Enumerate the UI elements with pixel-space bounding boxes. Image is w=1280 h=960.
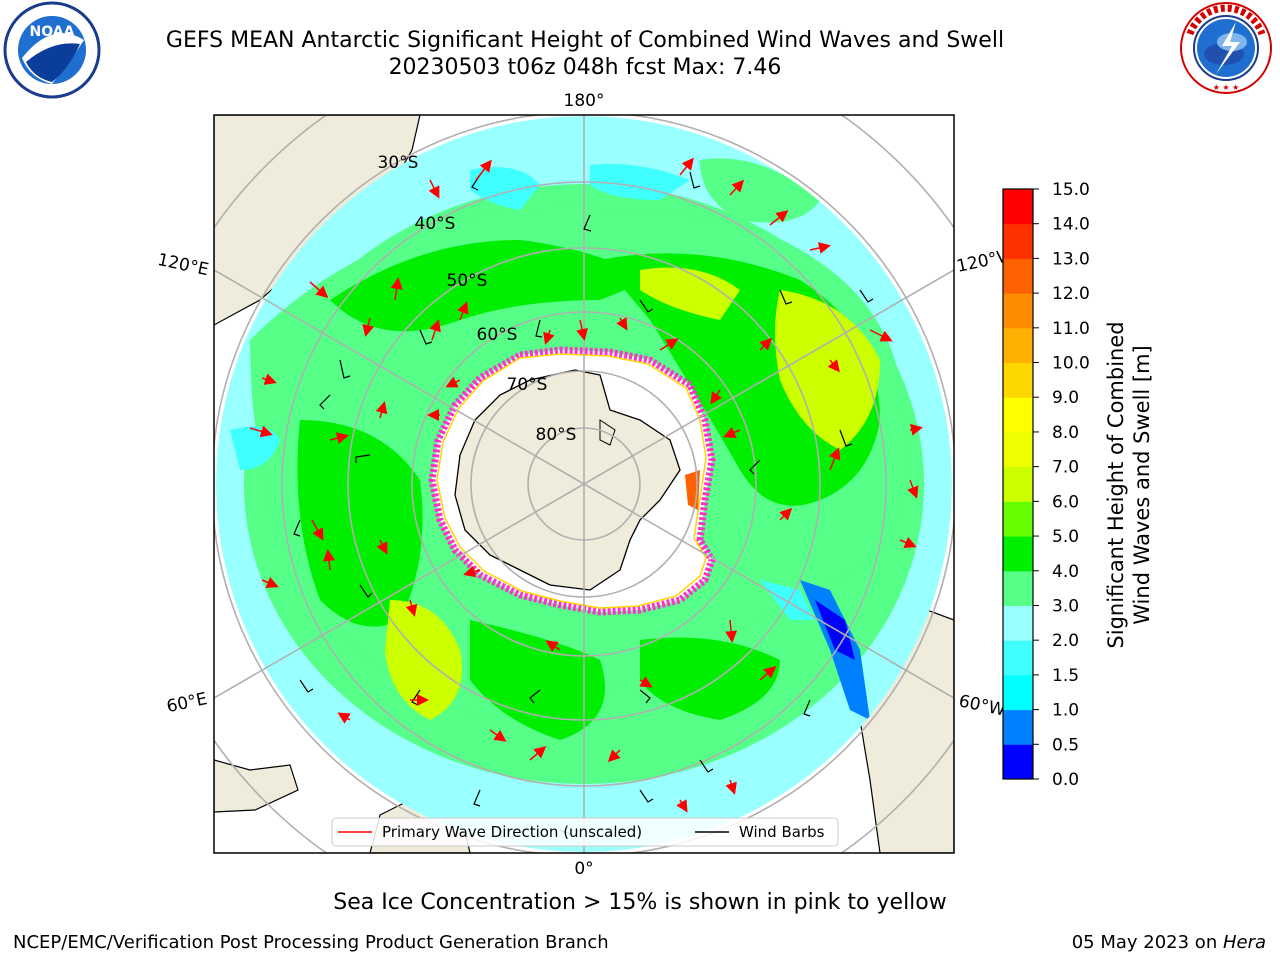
chart-title: GEFS MEAN Antarctic Significant Height o… xyxy=(165,28,1005,53)
colorbar-title-line1: Significant Height of Combined xyxy=(1104,321,1128,648)
lat-label-30s: 30°S xyxy=(378,153,419,173)
noaa-logo-text: NOAA xyxy=(30,24,75,40)
lat-label-80s: 80°S xyxy=(536,425,577,445)
colorbar-segment xyxy=(1003,431,1033,468)
colorbar-segment xyxy=(1003,293,1033,329)
colorbar: 0.0 0.5 1.0 1.5 2.0 3.0 4.0 5.0 6.0 7.0 8.0 9.0 10.0… xyxy=(1002,180,1090,790)
colorbar-segment xyxy=(1003,327,1033,364)
lon-label-180: 180° xyxy=(564,91,605,111)
colorbar-tick-label: 10.0 xyxy=(1052,354,1090,374)
colorbar-tick-label: 0.0 xyxy=(1052,770,1079,790)
colorbar-tick-label: 13.0 xyxy=(1052,249,1090,269)
colorbar-tick-label: 1.0 xyxy=(1052,701,1079,721)
sea-ice-note: Sea Ice Concentration > 15% is shown in … xyxy=(333,890,947,915)
footer-date-text: 05 May 2023 on xyxy=(1071,932,1223,953)
colorbar-segment xyxy=(1003,362,1033,398)
colorbar-tick-label: 2.0 xyxy=(1052,631,1079,651)
lon-label-120e: 120°E xyxy=(156,250,211,280)
colorbar-segment xyxy=(1003,536,1033,572)
colorbar-tick-label: 14.0 xyxy=(1052,215,1090,235)
colorbar-tick-label: 4.0 xyxy=(1052,562,1079,582)
lat-label-70s: 70°S xyxy=(507,375,548,395)
lat-label-40s: 40°S xyxy=(415,214,456,234)
legend-barb-label: Wind Barbs xyxy=(739,823,825,841)
graticule xyxy=(214,115,954,853)
colorbar-segment xyxy=(1003,674,1033,711)
lon-label-60e: 60°E xyxy=(165,689,209,717)
colorbar-segment xyxy=(1003,709,1033,745)
lon-label-0: 0° xyxy=(574,859,593,879)
colorbar-tick-label: 11.0 xyxy=(1052,319,1090,339)
lat-label-50s: 50°S xyxy=(447,271,488,291)
colorbar-segment xyxy=(1003,570,1033,606)
footer-date: 05 May 2023 on Hera xyxy=(1072,932,1266,953)
map-border xyxy=(213,114,955,854)
map-legend: Primary Wave Direction (unscaled) Wind B… xyxy=(331,817,839,847)
wind-barbs xyxy=(293,171,874,835)
wave-direction-arrows xyxy=(249,157,923,813)
colorbar-segment xyxy=(1003,640,1033,676)
colorbar-segment xyxy=(1003,466,1033,502)
lat-label-60s: 60°S xyxy=(477,325,518,345)
colorbar-tick-label: 0.5 xyxy=(1052,735,1079,755)
colorbar-tick-label: 12.0 xyxy=(1052,284,1090,304)
colorbar-segment xyxy=(1003,501,1033,537)
lon-label-60w: 60°W xyxy=(957,691,1007,720)
svg-text:★ ★ ★: ★ ★ ★ xyxy=(1213,83,1240,92)
colorbar-tick-label: 8.0 xyxy=(1052,423,1079,443)
colorbar-segment xyxy=(1003,223,1033,259)
colorbar-tick-label: 7.0 xyxy=(1052,458,1079,478)
colorbar-title-line2: Wind Waves and Swell [m] xyxy=(1130,345,1154,625)
colorbar-segment xyxy=(1003,744,1033,780)
colorbar-segment xyxy=(1003,258,1033,294)
colorbar-tick-label: 3.0 xyxy=(1052,596,1079,616)
noaa-logo: NOAA xyxy=(3,1,101,99)
colorbar-segment xyxy=(1003,189,1033,225)
colorbar-tick-label: 1.5 xyxy=(1052,666,1079,686)
footer-credit: NCEP/EMC/Verification Post Processing Pr… xyxy=(13,932,609,953)
colorbar-tick-label: 6.0 xyxy=(1052,492,1079,512)
colorbar-segment xyxy=(1003,397,1033,433)
chart-subtitle: 20230503 t06z 048h fcst Max: 7.46 xyxy=(388,55,782,80)
colorbar-tick-label: 9.0 xyxy=(1052,388,1079,408)
colorbar-segment xyxy=(1003,605,1033,641)
colorbar-tick-label: 5.0 xyxy=(1052,527,1079,547)
footer-host: Hera xyxy=(1222,932,1266,953)
colorbar-tick-label: 15.0 xyxy=(1052,180,1090,200)
colorbar-border xyxy=(1002,188,1034,780)
nws-logo: ★ ★ ★ xyxy=(1180,2,1272,94)
legend-wave-label: Primary Wave Direction (unscaled) xyxy=(382,823,642,841)
